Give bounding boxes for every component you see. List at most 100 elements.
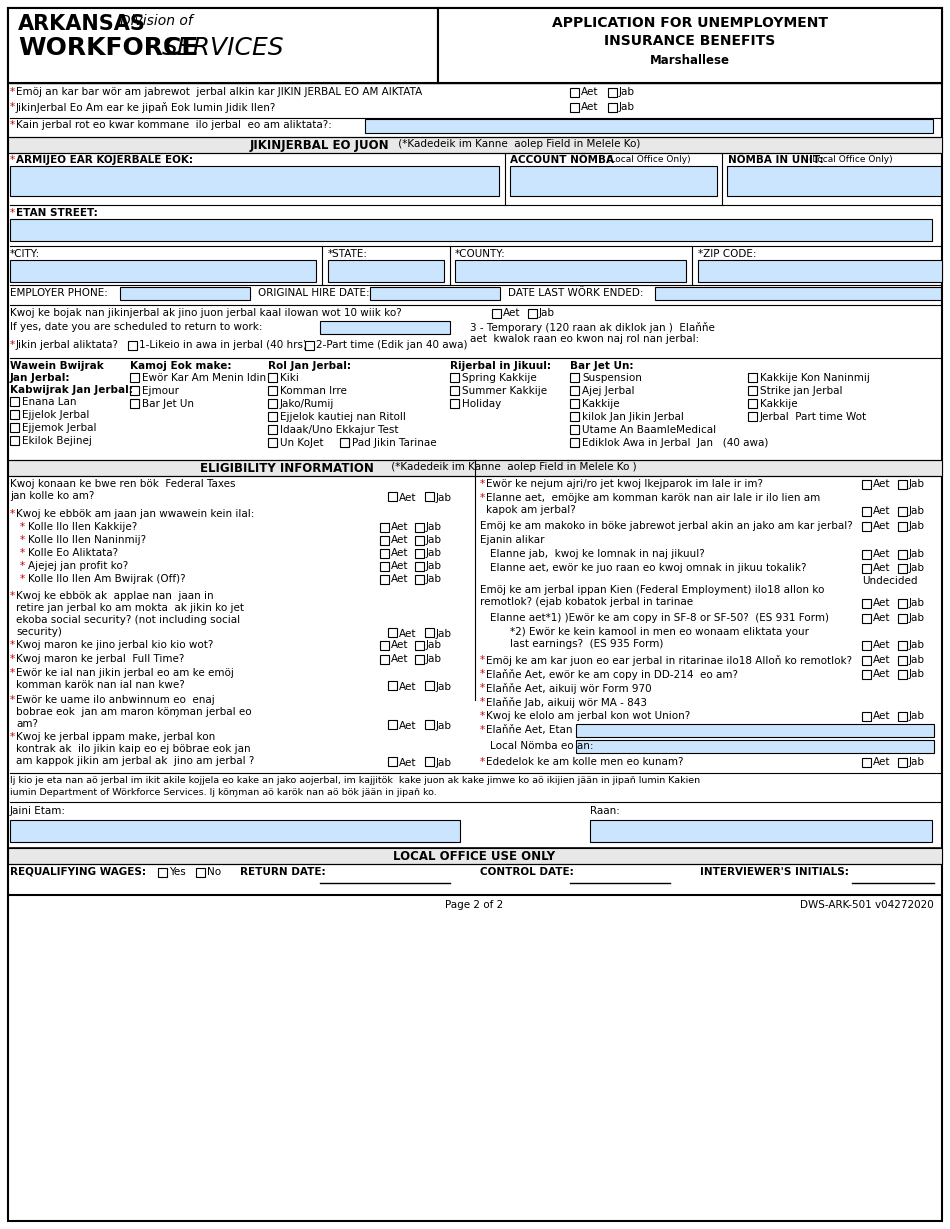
- Bar: [862, 670, 871, 678]
- Text: Aet: Aet: [399, 682, 416, 692]
- Text: ORIGINAL HIRE DATE:: ORIGINAL HIRE DATE:: [258, 288, 370, 297]
- Text: jan kolle ko am?: jan kolle ko am?: [10, 492, 94, 501]
- Text: *: *: [10, 509, 15, 519]
- Bar: [862, 712, 871, 721]
- Text: *: *: [480, 683, 485, 693]
- Text: Suspension: Suspension: [582, 372, 642, 383]
- Text: Kakkije: Kakkije: [760, 399, 798, 409]
- Bar: [196, 868, 205, 878]
- Text: Aet: Aet: [399, 721, 416, 731]
- Bar: [608, 103, 617, 112]
- Text: Enana Lan: Enana Lan: [22, 397, 77, 407]
- Text: Ededelok ke am kolle men eo kunam?: Ededelok ke am kolle men eo kunam?: [486, 757, 683, 767]
- Text: Elaňňe Aet, Etan: Elaňňe Aet, Etan: [486, 725, 573, 735]
- Text: Kwoj maron ke jino jerbal kio kio wot?: Kwoj maron ke jino jerbal kio kio wot?: [16, 640, 214, 650]
- Text: Elaňňe Aet, aikuij wör Form 970: Elaňňe Aet, aikuij wör Form 970: [486, 683, 652, 694]
- Text: Kolle Ilo Ilen Naninmij?: Kolle Ilo Ilen Naninmij?: [28, 535, 146, 544]
- Text: Jab: Jab: [909, 669, 925, 678]
- Text: NÖMBA IN UNIT:: NÖMBA IN UNIT:: [728, 155, 824, 165]
- Text: Jab: Jab: [909, 521, 925, 531]
- Text: Marshallese: Marshallese: [650, 54, 730, 68]
- Bar: [388, 628, 397, 637]
- Text: 1-Likeio in awa in jerbal (40 hrs): 1-Likeio in awa in jerbal (40 hrs): [139, 340, 307, 350]
- Text: *: *: [480, 479, 485, 489]
- Text: *COUNTY:: *COUNTY:: [455, 249, 505, 259]
- Text: Kwoj ke ebbök am jaan jan wwawein kein ilal:: Kwoj ke ebbök am jaan jan wwawein kein i…: [16, 509, 255, 519]
- Bar: [438, 9, 942, 84]
- Bar: [570, 103, 579, 112]
- Bar: [898, 656, 907, 665]
- Text: Ejjemok Jerbal: Ejjemok Jerbal: [22, 423, 97, 433]
- Text: Aet: Aet: [391, 560, 408, 571]
- Bar: [415, 642, 424, 650]
- Bar: [528, 308, 537, 318]
- Bar: [415, 655, 424, 664]
- Text: Jab: Jab: [909, 613, 925, 623]
- Text: Jab: Jab: [436, 721, 452, 731]
- Text: Ajejej jan profit ko?: Ajejej jan profit ko?: [28, 560, 128, 571]
- Text: No: No: [207, 866, 221, 878]
- Text: Jab: Jab: [426, 535, 442, 544]
- Text: *: *: [20, 560, 25, 571]
- Text: *: *: [10, 340, 15, 350]
- Text: Aet: Aet: [391, 535, 408, 544]
- Text: Ejjelok Jerbal: Ejjelok Jerbal: [22, 410, 89, 420]
- Text: Aet: Aet: [873, 655, 890, 665]
- Text: 2-Part time (Edik jan 40 awa): 2-Part time (Edik jan 40 awa): [316, 340, 467, 350]
- Bar: [8, 9, 438, 84]
- Text: ekoba social security? (not including social: ekoba social security? (not including so…: [16, 614, 240, 626]
- Text: Jab: Jab: [436, 758, 452, 768]
- Text: *: *: [480, 493, 485, 503]
- Text: Emöj ke am makoko in böke jabrewot jerbal akin an jako am kar jerbal?: Emöj ke am makoko in böke jabrewot jerba…: [480, 521, 853, 531]
- Text: Jaini Etam:: Jaini Etam:: [10, 806, 66, 816]
- Text: Jab: Jab: [436, 629, 452, 639]
- Text: *: *: [10, 732, 15, 742]
- Bar: [425, 681, 434, 689]
- Bar: [570, 88, 579, 97]
- Text: Aet: Aet: [399, 629, 416, 639]
- Text: Pad Jikin Tarinae: Pad Jikin Tarinae: [352, 438, 437, 449]
- Text: CONTROL DATE:: CONTROL DATE:: [480, 866, 574, 878]
- Text: Ejmour: Ejmour: [142, 386, 179, 396]
- Text: Kamoj Eok make:: Kamoj Eok make:: [130, 361, 232, 371]
- Bar: [415, 524, 424, 532]
- Text: Ekilok Bejinej: Ekilok Bejinej: [22, 436, 92, 446]
- Text: RETURN DATE:: RETURN DATE:: [240, 866, 326, 878]
- Text: Jab: Jab: [426, 548, 442, 558]
- Bar: [320, 321, 450, 334]
- Text: Jan Jerbal:: Jan Jerbal:: [10, 372, 70, 383]
- Text: SERVICES: SERVICES: [162, 36, 285, 60]
- Text: aet  kwalok raan eo kwon naj rol nan jerbal:: aet kwalok raan eo kwon naj rol nan jerb…: [470, 334, 699, 344]
- Text: Aet: Aet: [873, 563, 890, 573]
- Bar: [576, 724, 934, 737]
- Bar: [10, 423, 19, 433]
- Bar: [415, 549, 424, 558]
- Bar: [898, 642, 907, 650]
- Text: Elaňňe Aet, ewör ke am copy in DD-214  eo am?: Elaňňe Aet, ewör ke am copy in DD-214 eo…: [486, 669, 738, 680]
- Bar: [898, 670, 907, 678]
- Text: Kwoj ke elolo am jerbal kon wot Union?: Kwoj ke elolo am jerbal kon wot Union?: [486, 712, 691, 721]
- Text: *: *: [10, 102, 15, 112]
- Text: last earnings?  (ES 935 Form): last earnings? (ES 935 Form): [510, 639, 663, 649]
- Bar: [570, 386, 579, 395]
- Text: Emöj ke am kar juon eo ear jerbal in ritarinae ilo18 Alloň ko remotlok?: Emöj ke am kar juon eo ear jerbal in rit…: [486, 655, 852, 666]
- Text: Aet: Aet: [873, 712, 890, 721]
- Text: If yes, date you are scheduled to return to work:: If yes, date you are scheduled to return…: [10, 322, 262, 332]
- Bar: [510, 166, 717, 195]
- Text: Undecided: Undecided: [862, 576, 918, 586]
- Text: Jab: Jab: [619, 102, 635, 112]
- Text: Jab: Jab: [426, 574, 442, 584]
- Bar: [388, 757, 397, 766]
- Text: Ewör Kar Am Menin Idin: Ewör Kar Am Menin Idin: [142, 372, 266, 383]
- Text: kilok Jan Jikin Jerbal: kilok Jan Jikin Jerbal: [582, 412, 684, 422]
- Text: Elanne aet*1) )Ewör ke am copy in SF-8 or SF-50?  (ES 931 Form): Elanne aet*1) )Ewör ke am copy in SF-8 o…: [490, 613, 829, 623]
- Text: komman karök nan ial nan kwe?: komman karök nan ial nan kwe?: [16, 680, 184, 689]
- Text: Aet: Aet: [873, 521, 890, 531]
- Text: *: *: [20, 535, 25, 544]
- Text: Spring Kakkije: Spring Kakkije: [462, 372, 537, 383]
- Text: bobrae eok  jan am maron köm̧man jerbal eo: bobrae eok jan am maron köm̧man jerbal e…: [16, 707, 252, 717]
- Bar: [748, 399, 757, 408]
- Text: Jab: Jab: [426, 654, 442, 664]
- Bar: [380, 524, 389, 532]
- Text: WORKFORCE: WORKFORCE: [18, 36, 199, 60]
